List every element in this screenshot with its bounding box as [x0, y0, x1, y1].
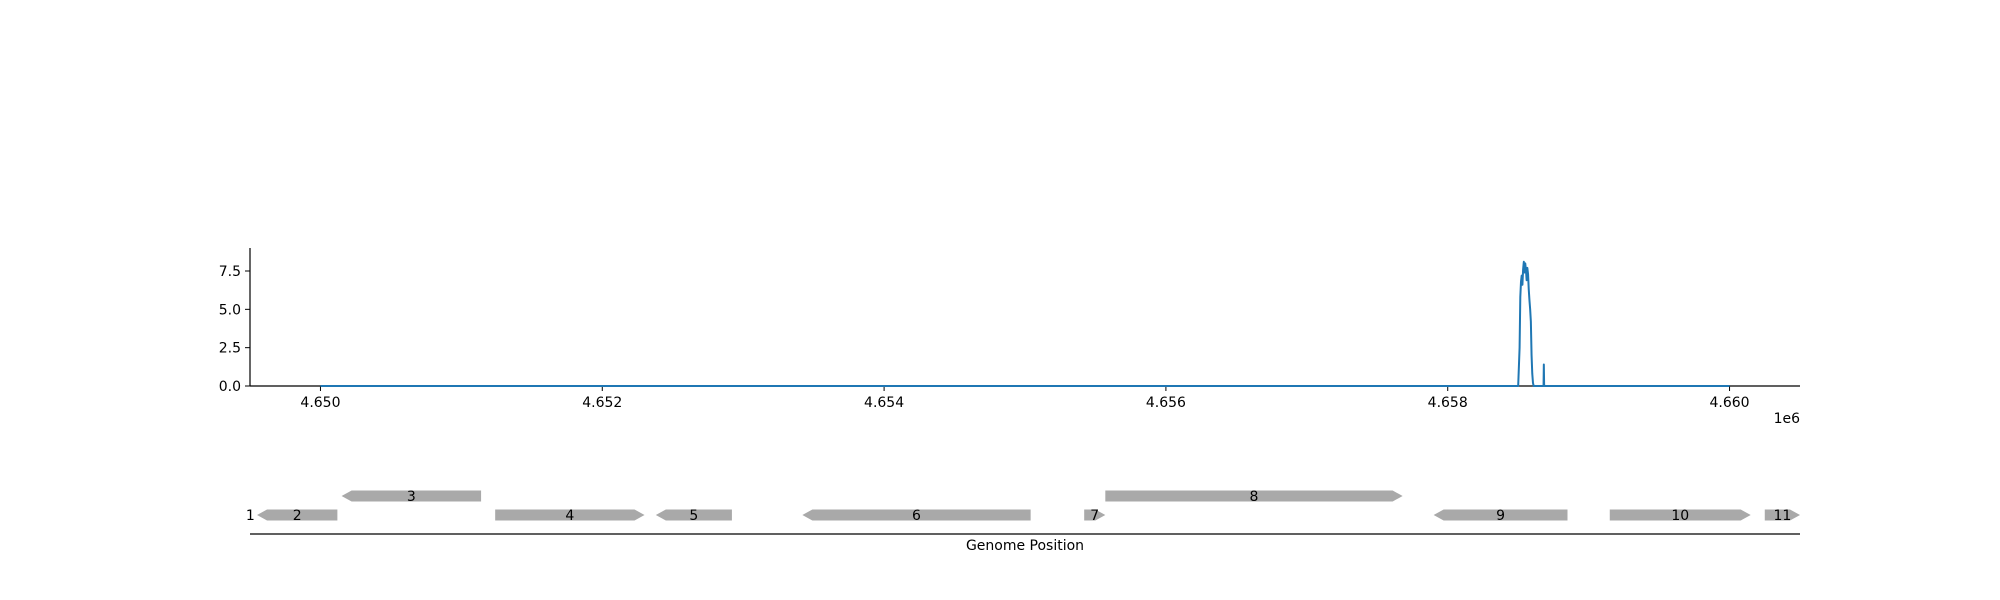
y-ticks: 0.0 2.5 5.0 7.5: [219, 264, 250, 395]
y-tick-label: 5.0: [219, 302, 241, 318]
x-tick-label: 4.650: [300, 395, 340, 411]
gene-label: 3: [407, 489, 416, 505]
signal-panel: 0.02.55.07.5 4.650 4.652 4.654 4.656 4.658 4.…: [219, 248, 1800, 427]
series-layer: [320, 260, 1730, 387]
gene-arrow: [1105, 490, 1403, 502]
gene-label: 1: [246, 508, 255, 524]
series-line: [320, 260, 1730, 387]
x-tick-label: 4.654: [864, 395, 904, 411]
x-tick-label: 4.656: [1146, 395, 1186, 411]
gene-label: 6: [912, 508, 921, 524]
gene-track-panel: 1 2 3 4 5 6 7 8 9 10 11 Genome Position: [246, 489, 1800, 554]
x-tick-label: 4.658: [1428, 395, 1468, 411]
gene-label: 2: [293, 508, 302, 524]
gene-arrow: [655, 509, 732, 521]
gene-label: 11: [1773, 508, 1791, 524]
gene-label: 9: [1496, 508, 1505, 524]
x-offset-label: 1e6: [1774, 411, 1801, 427]
gene-arrow: [1433, 509, 1568, 521]
x-tick-label: 4.660: [1709, 395, 1749, 411]
gene-arrow: [1609, 509, 1751, 521]
y-tick-label: 0.0: [219, 379, 241, 395]
y-tick-label: 2.5: [219, 341, 241, 357]
gene-label: 10: [1671, 508, 1689, 524]
x-tick-label: 4.652: [582, 395, 622, 411]
gene-label: 5: [689, 508, 698, 524]
gene-arrow: [1084, 509, 1106, 521]
gene-arrow: [341, 490, 482, 502]
gene-arrow: [802, 509, 1031, 521]
gene-track-xlabel: Genome Position: [966, 538, 1084, 554]
genes-layer: 1 2 3 4 5 6 7 8 9 10 11: [246, 489, 1800, 524]
gene-arrow: [257, 509, 338, 521]
gene-label: 4: [565, 508, 574, 524]
gene-label: 8: [1250, 489, 1259, 505]
y-tick-label: 7.5: [219, 264, 241, 280]
gene-arrow: [1764, 509, 1800, 521]
gene-arrow: [495, 509, 645, 521]
x-ticks: 4.650 4.652 4.654 4.656 4.658 4.660: [300, 386, 1750, 411]
gene-label: 7: [1090, 508, 1099, 524]
